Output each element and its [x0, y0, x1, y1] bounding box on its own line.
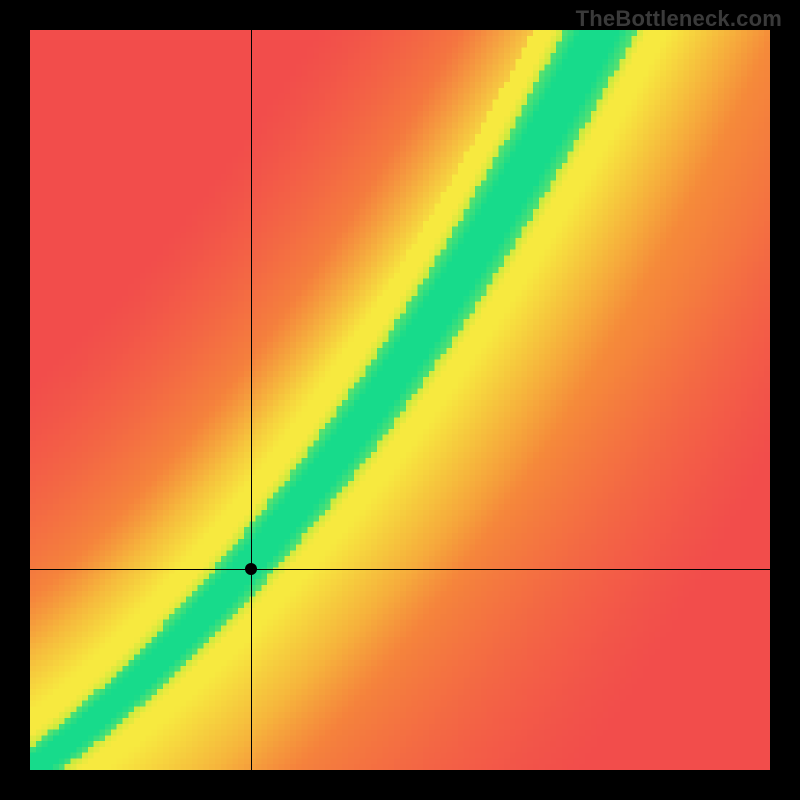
crosshair-horizontal — [30, 569, 770, 570]
heatmap-canvas — [30, 30, 770, 770]
crosshair-vertical — [251, 30, 252, 770]
heatmap-plot — [30, 30, 770, 770]
watermark-text: TheBottleneck.com — [576, 6, 782, 32]
crosshair-marker — [245, 563, 257, 575]
